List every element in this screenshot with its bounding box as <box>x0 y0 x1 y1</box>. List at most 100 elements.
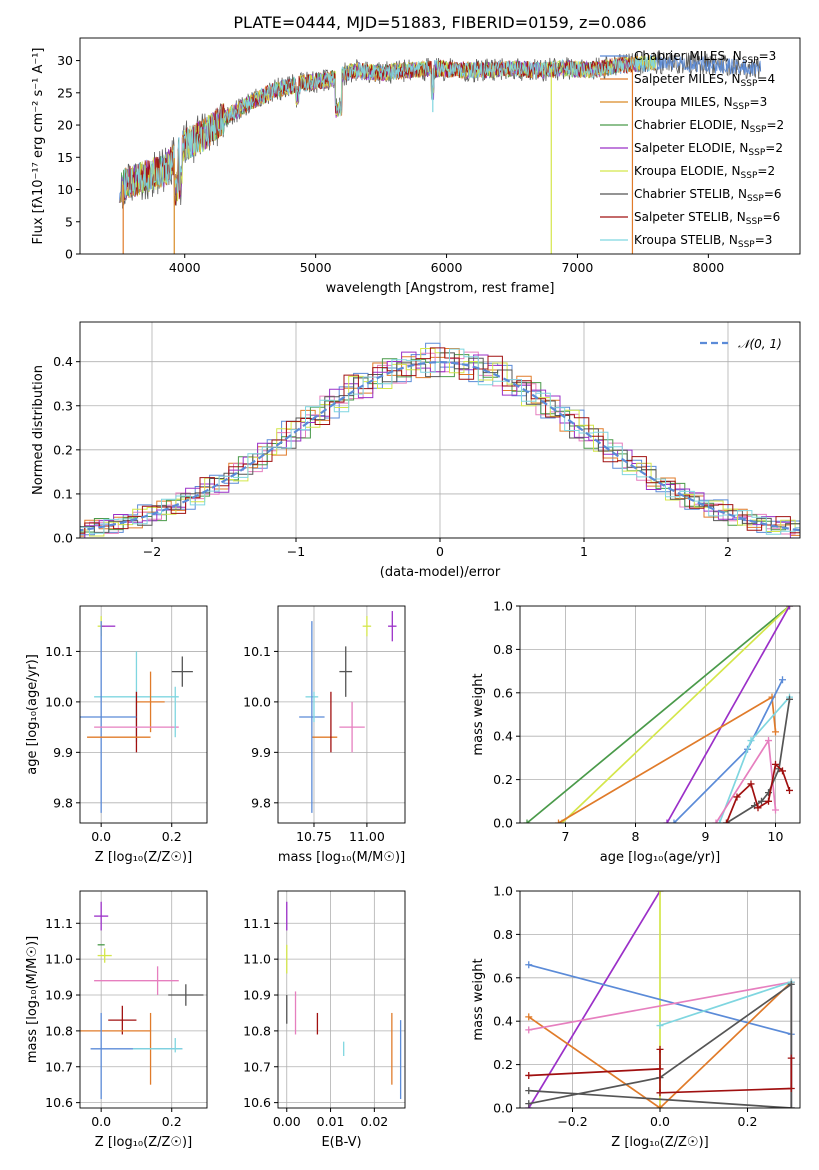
y-axis-label: mass weight <box>471 958 486 1040</box>
legend-label: Kroupa STELIB, NSSP=3 <box>634 233 772 250</box>
plot-area-massweight_vs_age <box>520 606 800 823</box>
y-tick-label: 10.1 <box>45 644 73 659</box>
weight-marker <box>787 1104 795 1108</box>
errorbar-point <box>362 616 372 637</box>
axes-mass_vs_Z: 0.0 0.2 10.6 10.7 10.8 10.9 11.0 11.1 Z [log₁₀(Z… <box>25 890 208 1150</box>
legend-residuals: 𝒩(0, 1) <box>700 337 782 351</box>
axes-frame <box>519 605 801 824</box>
y-tick-label: 10.1 <box>243 644 271 659</box>
y-tick-label: 0.2 <box>53 442 73 457</box>
spectrum-line-5 <box>121 55 657 203</box>
y-tick-label: 11.0 <box>45 952 73 967</box>
x-tick-label: 2 <box>724 544 732 559</box>
x-axis-label: (data-model)/error <box>380 565 501 580</box>
axes-frame <box>277 605 406 824</box>
x-tick-label: 0.0 <box>91 829 111 844</box>
axes-frame <box>277 890 406 1109</box>
axes-massweight_vs_age: 7 8 9 10 0.0 0.2 0.4 0.6 0.8 1.0 age [log₁₀(age/yr… <box>471 599 801 865</box>
errorbar-point <box>94 901 109 931</box>
x-axis-label: age [log₁₀(age/yr)] <box>600 850 721 865</box>
weight-marker <box>786 606 793 610</box>
x-tick-label: 10.75 <box>296 829 332 844</box>
y-tick-label: 25 <box>57 85 73 100</box>
y-tick-label: 10.7 <box>45 1059 73 1074</box>
weight-marker <box>786 786 793 794</box>
weight-marker <box>716 819 723 823</box>
y-tick-label: 10.9 <box>243 988 271 1003</box>
y-tick-label: 0 <box>65 247 73 262</box>
weight-marker <box>779 767 786 775</box>
y-tick-label: 0.2 <box>493 772 513 787</box>
y-tick-label: 9.8 <box>53 795 73 810</box>
legend-label: Chabrier MILES, NSSP=3 <box>634 49 776 66</box>
y-tick-label: 15 <box>57 150 73 165</box>
histogram-series-8 <box>80 348 800 535</box>
x-tick-label: 0.0 <box>91 1114 111 1129</box>
weight-marker <box>787 1054 795 1062</box>
x-axis-label: E(B-V) <box>321 1135 361 1150</box>
weight-line-6 <box>726 699 791 823</box>
weight-marker <box>747 737 755 745</box>
y-tick-label: 0.4 <box>493 1014 513 1029</box>
weight-marker <box>525 1071 533 1079</box>
weight-marker <box>758 797 765 805</box>
axes-massweight_vs_Z: −0.2 0.0 0.2 0.0 0.2 0.4 0.6 0.8 1.0 Z [log₁₀(Z/Z… <box>471 884 801 1150</box>
x-tick-label: 1 <box>580 544 588 559</box>
y-tick-label: 10 <box>57 182 73 197</box>
x-tick-label: 9 <box>702 829 710 844</box>
weight-marker <box>656 891 664 895</box>
y-tick-label: 0.6 <box>493 970 513 985</box>
weight-line-3 <box>526 606 791 823</box>
weight-marker <box>772 728 779 736</box>
weight-marker <box>787 980 795 988</box>
weight-marker <box>656 1045 664 1053</box>
y-tick-label: 10.6 <box>243 1095 271 1110</box>
x-tick-label: 4000 <box>169 260 201 275</box>
weight-marker <box>747 780 755 788</box>
weight-marker <box>723 819 730 823</box>
plot-area-spectrum <box>118 51 762 254</box>
axes-mass_vs_ebv: 0.00 0.01 0.02 10.6 10.7 10.8 10.9 11.0 11.1 E(B-… <box>243 890 406 1150</box>
y-tick-label: 9.9 <box>53 745 73 760</box>
plot-area-mass_vs_Z <box>80 891 207 1108</box>
weight-line-4 <box>666 606 791 823</box>
axes-frame <box>79 605 208 824</box>
plot-area-massweight_vs_Z <box>520 891 800 1108</box>
y-axis-label: Normed distribution <box>31 365 46 495</box>
x-tick-label: 0.2 <box>162 1114 182 1129</box>
y-tick-label: 30 <box>57 53 73 68</box>
x-tick-label: 8000 <box>692 260 724 275</box>
errorbar-point <box>339 646 353 697</box>
weight-marker <box>786 695 793 703</box>
y-tick-label: 0.0 <box>53 531 73 546</box>
legend-spectrum: Chabrier MILES, NSSP=3 Salpeter MILES, NS… <box>600 49 784 250</box>
weight-marker <box>656 1065 664 1073</box>
plot-area-mass_vs_ebv <box>278 891 405 1108</box>
weight-marker <box>733 793 741 801</box>
y-tick-label: 1.0 <box>493 599 513 614</box>
y-tick-label: 0.1 <box>53 486 73 501</box>
histogram-series-7 <box>80 347 800 534</box>
figure-title: PLATE=0444, MJD=51883, FIBERID=0159, z=0… <box>233 13 646 32</box>
weight-marker <box>779 676 786 684</box>
y-tick-label: 0.6 <box>493 685 513 700</box>
plot-area-residuals <box>80 322 800 538</box>
x-tick-label: 8 <box>632 829 640 844</box>
x-tick-label: 11.00 <box>349 829 385 844</box>
y-tick-label: 10.0 <box>45 694 73 709</box>
weight-marker <box>772 760 779 768</box>
y-tick-label: 0.8 <box>493 642 513 657</box>
x-tick-label: 0 <box>436 544 444 559</box>
x-axis-label: wavelength [Angstrom, rest frame] <box>326 281 555 296</box>
x-tick-label: 7 <box>562 829 570 844</box>
axes-age_vs_Z: 0.0 0.2 9.8 9.9 10.0 10.1 Z [log₁₀(Z/Z☉)] age [… <box>25 605 208 865</box>
errorbar-point <box>299 621 325 813</box>
weight-marker <box>525 1026 533 1034</box>
y-tick-label: 10.7 <box>243 1059 271 1074</box>
weight-marker <box>765 797 772 805</box>
axes-frame <box>79 890 208 1109</box>
weight-marker <box>670 819 678 823</box>
weight-marker <box>787 1084 795 1092</box>
x-tick-label: 0.02 <box>360 1114 388 1129</box>
